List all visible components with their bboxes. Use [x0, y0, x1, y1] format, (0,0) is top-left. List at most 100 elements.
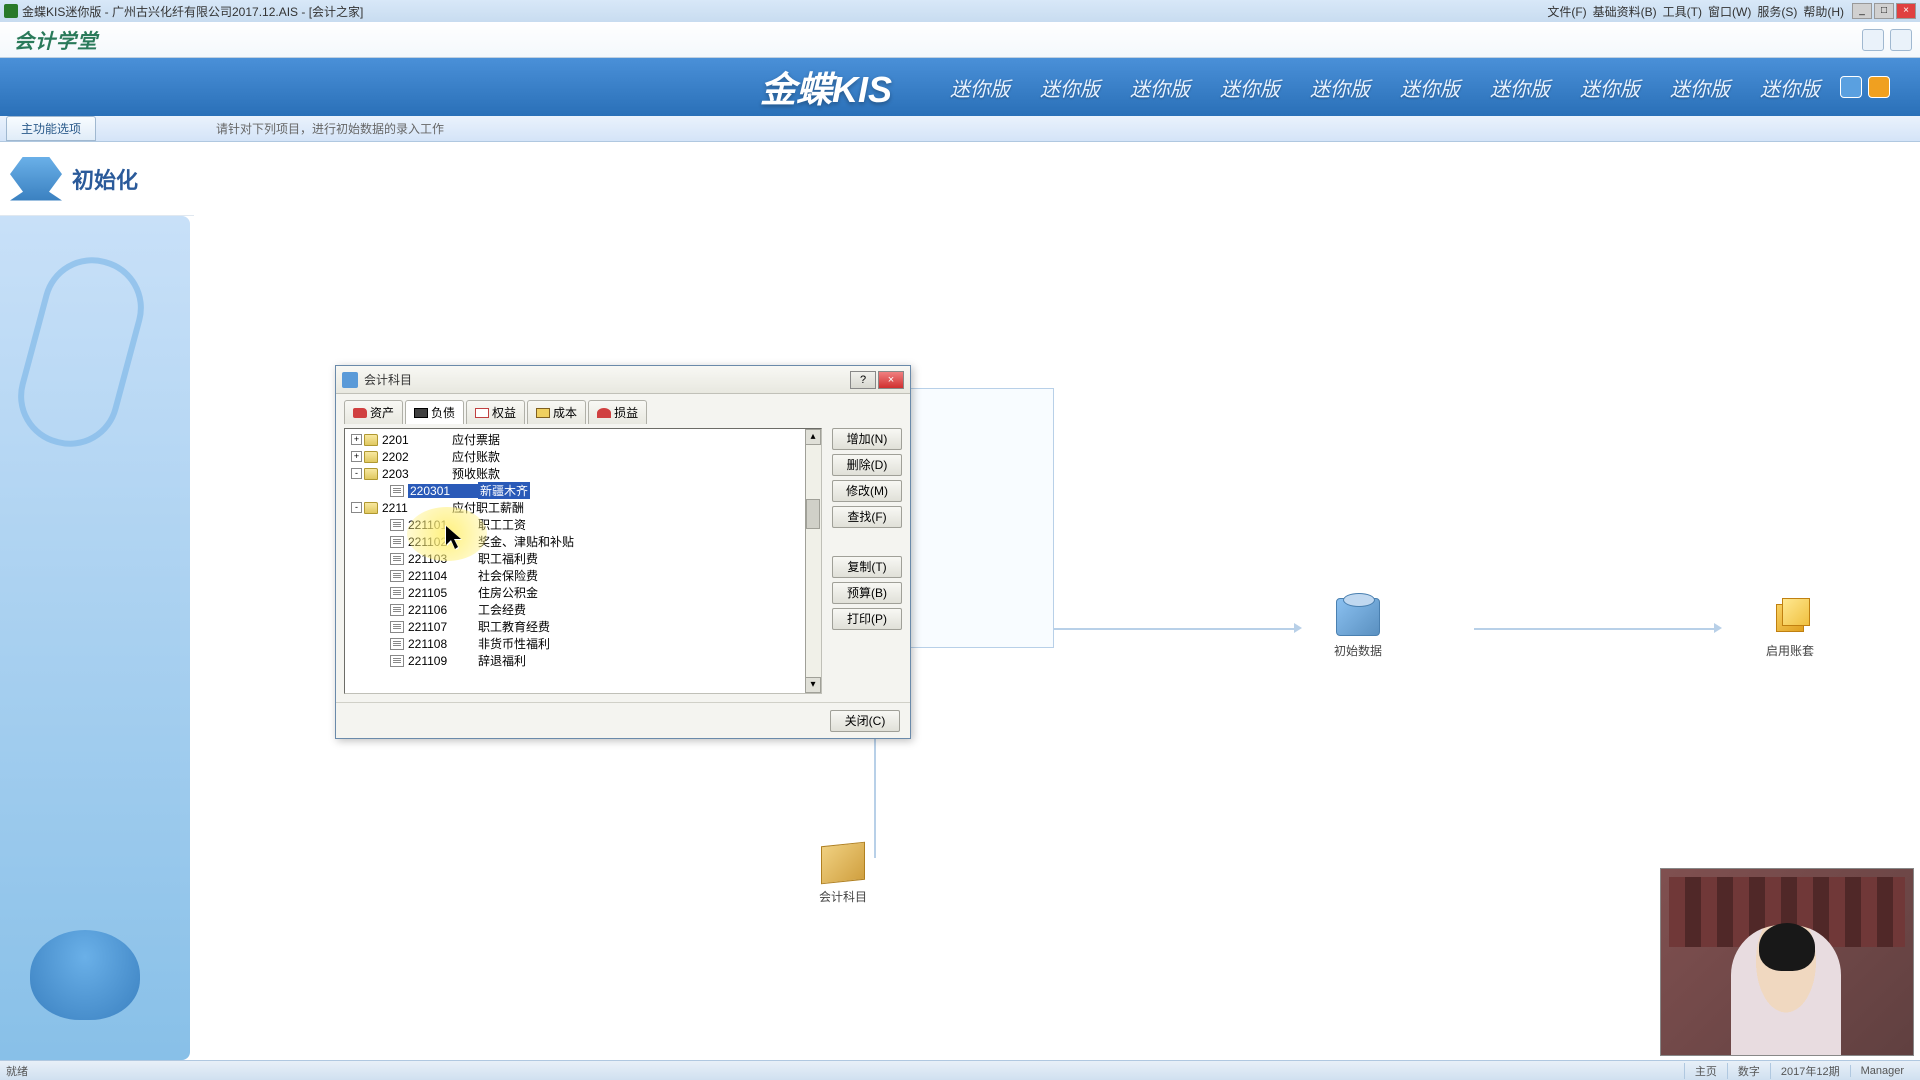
account-subject-dialog: 会计科目 ? × 资产 负债 权益 成本 损益 +2201应付票据+2202应付… [335, 365, 911, 739]
faq-icon[interactable] [1840, 76, 1862, 98]
menu-window[interactable]: 窗口(W) [1708, 3, 1751, 20]
chat-icon[interactable] [1890, 29, 1912, 51]
variant-label: 迷你版 [1400, 73, 1460, 102]
car-icon [353, 408, 367, 418]
tree-code: 221108 [408, 637, 478, 651]
tab-liabilities[interactable]: 负债 [405, 400, 464, 424]
dialog-close-button[interactable]: × [878, 371, 904, 389]
folder-icon [364, 434, 378, 446]
webcam-person [1731, 925, 1841, 1055]
expand-toggle[interactable]: + [351, 451, 362, 462]
enable-icon-group[interactable]: 启用账套 [1766, 598, 1814, 659]
app-menu: 文件(F) 基础资料(B) 工具(T) 窗口(W) 服务(S) 帮助(H) [1547, 3, 1844, 20]
dialog-help-button[interactable]: ? [850, 371, 876, 389]
budget-button[interactable]: 预算(B) [832, 582, 902, 604]
tree-label: 应付账款 [452, 448, 500, 465]
folder-icon [364, 451, 378, 463]
print-button[interactable]: 打印(P) [832, 608, 902, 630]
leaf-icon [390, 621, 404, 633]
leaf-icon [390, 485, 404, 497]
tab-assets[interactable]: 资产 [344, 400, 403, 424]
tree-row[interactable]: 221108非货币性福利 [345, 635, 821, 652]
tab-cost[interactable]: 成本 [527, 400, 586, 424]
scroll-thumb[interactable] [806, 499, 820, 529]
main-function-tab[interactable]: 主功能选项 [6, 116, 96, 141]
window-buttons: _ □ × [1852, 3, 1916, 19]
tree-row[interactable]: 221101职工工资 [345, 516, 821, 533]
dialog-titlebar: 会计科目 ? × [336, 366, 910, 394]
footer-close-button[interactable]: 关闭(C) [830, 710, 900, 732]
tree-row[interactable]: 221107职工教育经费 [345, 618, 821, 635]
tree-row[interactable]: -2203预收账款 [345, 465, 821, 482]
tree-row[interactable]: +2202应付账款 [345, 448, 821, 465]
app-icon [4, 4, 18, 18]
tree-code: 2202 [382, 450, 452, 464]
tab-cost-label: 成本 [553, 404, 577, 421]
tree-row[interactable]: +2201应付票据 [345, 431, 821, 448]
tree-row[interactable]: 221105住房公积金 [345, 584, 821, 601]
scroll-down-button[interactable]: ▾ [805, 677, 821, 693]
expand-toggle[interactable]: - [351, 502, 362, 513]
expand-placeholder [377, 536, 388, 547]
menu-service[interactable]: 服务(S) [1757, 3, 1797, 20]
menu-file[interactable]: 文件(F) [1547, 3, 1586, 20]
leaf-icon [390, 519, 404, 531]
menu-tools[interactable]: 工具(T) [1663, 3, 1702, 20]
find-button[interactable]: 查找(F) [832, 506, 902, 528]
scroll-track[interactable] [805, 445, 821, 677]
forum-icon[interactable] [1868, 76, 1890, 98]
tree-code: 221101 [408, 518, 478, 532]
tree-row[interactable]: 221106工会经费 [345, 601, 821, 618]
tree-row[interactable]: -2211应付职工薪酬 [345, 499, 821, 516]
status-user: Manager [1850, 1065, 1914, 1077]
edit-button[interactable]: 修改(M) [832, 480, 902, 502]
dialog-icon [342, 372, 358, 388]
leaf-icon [390, 553, 404, 565]
tree-code: 221109 [408, 654, 478, 668]
copy-button[interactable]: 复制(T) [832, 556, 902, 578]
leaf-icon [390, 638, 404, 650]
app-titlebar: 金蝶KIS迷你版 - 广州古兴化纤有限公司2017.12.AIS - [会计之家… [0, 0, 1920, 22]
tab-equity[interactable]: 权益 [466, 400, 525, 424]
info-bar: 主功能选项 请针对下列项目，进行初始数据的录入工作 [0, 116, 1920, 142]
leaf-icon [390, 570, 404, 582]
tree-row[interactable]: 221109辞退福利 [345, 652, 821, 669]
liability-icon [414, 408, 428, 418]
tab-profit-label: 损益 [614, 404, 638, 421]
account-tree[interactable]: +2201应付票据+2202应付账款-2203预收账款220301新疆木齐-22… [345, 429, 821, 671]
tree-label: 应付职工薪酬 [452, 499, 524, 516]
folder-icon [364, 502, 378, 514]
emoji-icon[interactable] [1862, 29, 1884, 51]
variant-label: 迷你版 [1760, 73, 1820, 102]
close-button[interactable]: × [1896, 3, 1916, 19]
tab-profit[interactable]: 损益 [588, 400, 647, 424]
tree-row[interactable]: 221104社会保险费 [345, 567, 821, 584]
main-area: 初始化 会计科目 初始数据 启用账套 [0, 142, 1920, 1060]
maximize-button[interactable]: □ [1874, 3, 1894, 19]
initdata-icon-group[interactable]: 初始数据 [1334, 598, 1382, 659]
sidebar-decoration [0, 216, 190, 1060]
variant-label: 迷你版 [1040, 73, 1100, 102]
folder-icon [364, 468, 378, 480]
expand-toggle[interactable]: + [351, 434, 362, 445]
variant-row: 迷你版迷你版迷你版迷你版迷你版迷你版迷你版迷你版迷你版迷你版 [950, 73, 1820, 102]
minimize-button[interactable]: _ [1852, 3, 1872, 19]
stack-icon [1768, 598, 1812, 636]
expand-toggle[interactable]: - [351, 468, 362, 479]
tree-row[interactable]: 221102奖金、津贴和补贴 [345, 533, 821, 550]
tree-row[interactable]: 220301新疆木齐 [345, 482, 821, 499]
menu-help[interactable]: 帮助(H) [1803, 3, 1844, 20]
tree-row[interactable]: 221103职工福利费 [345, 550, 821, 567]
menu-basedata[interactable]: 基础资料(B) [1593, 3, 1657, 20]
subject-label: 会计科目 [819, 888, 867, 905]
scroll-up-button[interactable]: ▴ [805, 429, 821, 445]
add-button[interactable]: 增加(N) [832, 428, 902, 450]
init-icon [10, 157, 62, 201]
book-icon [821, 842, 865, 885]
tree-code: 221105 [408, 586, 478, 600]
tree-label: 职工工资 [478, 516, 526, 533]
delete-button[interactable]: 删除(D) [832, 454, 902, 476]
subject-icon-group[interactable]: 会计科目 [819, 844, 867, 905]
sidebar-header: 初始化 [0, 142, 194, 216]
tree-code: 220301 [408, 484, 478, 498]
